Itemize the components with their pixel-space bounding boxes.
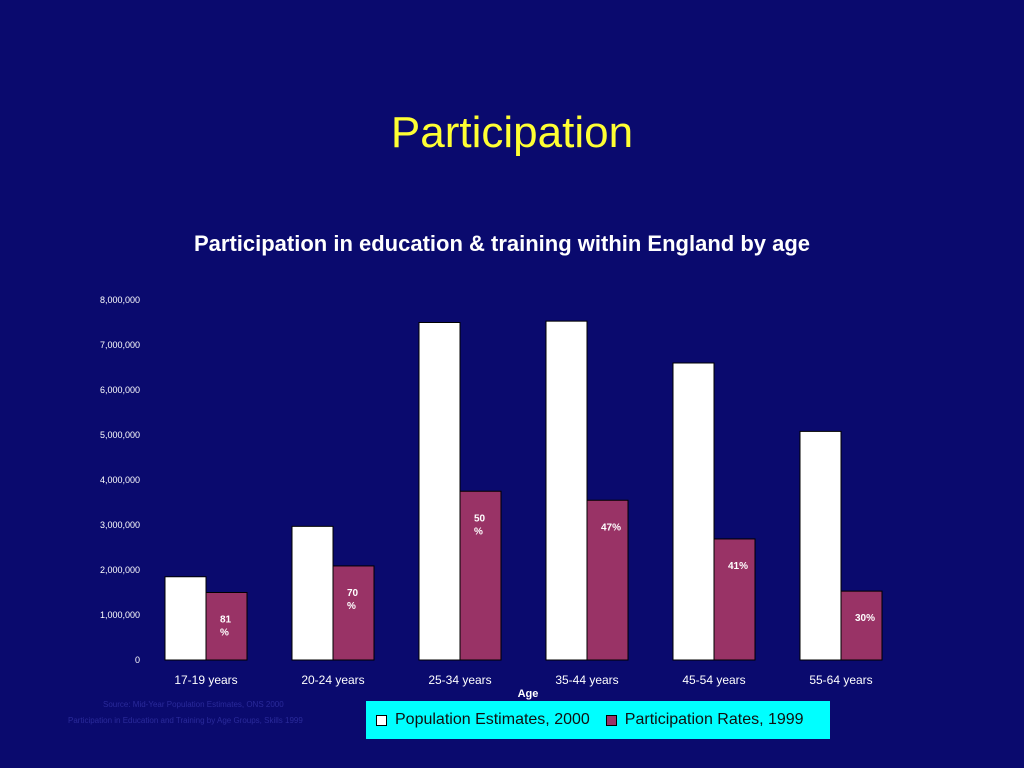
data-label: 41%: [728, 561, 748, 572]
data-label-line: 70: [347, 588, 359, 599]
population-bar: [418, 322, 461, 661]
legend-item-population: Population Estimates, 2000: [376, 711, 590, 729]
y-tick-label: 1,000,000: [100, 610, 140, 620]
x-axis-label: Age: [518, 688, 539, 700]
data-label: 81%: [220, 615, 232, 639]
x-tick-label: 45-54 years: [682, 673, 745, 687]
data-label: 47%: [601, 522, 621, 533]
y-tick-label: 4,000,000: [100, 475, 140, 485]
participation-bar: [332, 565, 375, 661]
bar-chart: 0 1,000,000 2,000,000 3,000,000 4,000,000 5,0…: [100, 295, 883, 700]
data-label-line: %: [347, 601, 356, 612]
data-label-line: 50: [474, 513, 486, 524]
legend-swatch-population: [376, 714, 387, 726]
y-tick-label: 7,000,000: [100, 340, 140, 350]
legend-item-participation: Participation Rates, 1999: [605, 711, 804, 729]
population-bar: [291, 525, 334, 661]
source-note-1: Source: Mid-Year Population Estimates, O…: [103, 700, 284, 709]
population-bar: [545, 320, 588, 661]
y-tick-label: 0: [135, 655, 140, 665]
chart-title: Participation in education & training wi…: [193, 231, 811, 256]
data-label-line: %: [474, 526, 483, 537]
participation-bar: [586, 499, 629, 661]
population-bar: [799, 430, 842, 661]
slide-title: Participation: [390, 108, 634, 157]
x-tick-label: 35-44 years: [555, 673, 618, 687]
y-tick-label: 2,000,000: [100, 565, 140, 575]
data-label-line: 47%: [601, 522, 621, 533]
x-tick-label: 17-19 years: [174, 673, 237, 687]
population-bar: [672, 362, 715, 661]
x-tick-label: 20-24 years: [301, 673, 364, 687]
chart-legend: Population Estimates, 2000 Participation…: [366, 701, 830, 739]
legend-label-population: Population Estimates, 2000: [395, 711, 590, 728]
population-bar: [164, 576, 207, 661]
x-tick-label: 55-64 years: [809, 673, 872, 687]
data-label: 30%: [855, 613, 875, 624]
y-tick-label: 8,000,000: [100, 295, 140, 305]
y-tick-label: 6,000,000: [100, 385, 140, 395]
source-note-2: Participation in Education and Training …: [68, 716, 303, 725]
participation-bar: [459, 490, 502, 661]
data-label-line: 81: [220, 615, 232, 626]
data-label-line: 30%: [855, 613, 875, 624]
legend-swatch-participation: [605, 714, 617, 726]
participation-bar: [840, 590, 883, 661]
participation-bar: [205, 592, 248, 661]
y-tick-label: 5,000,000: [100, 430, 140, 440]
y-tick-label: 3,000,000: [100, 520, 140, 530]
participation-bar: [713, 538, 756, 661]
data-label: 50%: [474, 513, 486, 537]
legend-label-participation: Participation Rates, 1999: [624, 711, 804, 728]
data-label: 70%: [347, 588, 359, 612]
data-label-line: 41%: [728, 561, 748, 572]
data-label-line: %: [220, 628, 229, 639]
x-tick-label: 25-34 years: [428, 673, 491, 687]
